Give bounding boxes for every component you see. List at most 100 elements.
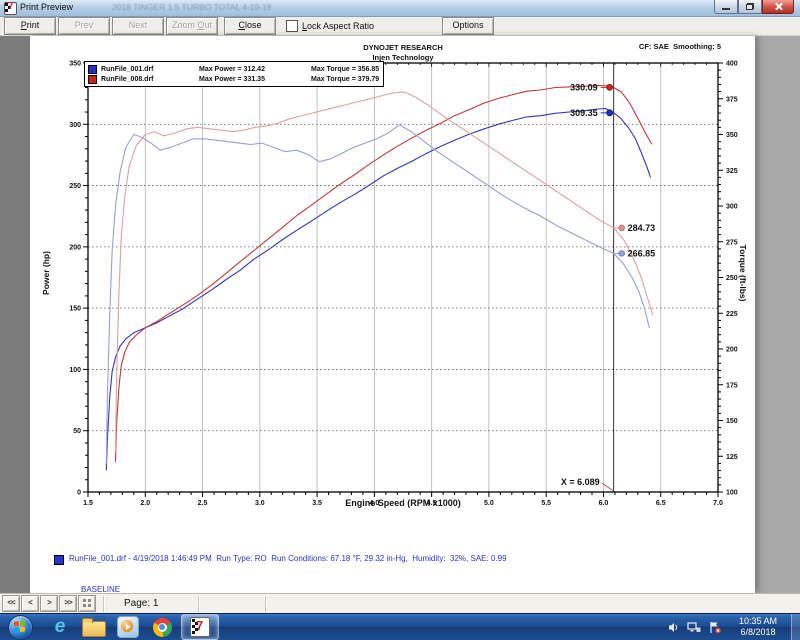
svg-text:250: 250: [726, 275, 738, 282]
first-page-button[interactable]: <<: [2, 595, 20, 612]
last-page-button[interactable]: >>: [59, 595, 77, 612]
svg-text:300: 300: [726, 204, 738, 211]
svg-text:6.5: 6.5: [656, 500, 666, 507]
taskbar-clock[interactable]: 10:35 AM 6/8/2018: [729, 616, 787, 638]
show-desktop-button[interactable]: [791, 613, 800, 640]
svg-text:284.73: 284.73: [628, 223, 656, 233]
svg-text:325: 325: [726, 168, 738, 175]
legend-file-2: RunFile_008.drf: [101, 75, 154, 83]
svg-text:300: 300: [69, 122, 81, 129]
legend-row-baseline: RunFile_001.drf Max Power = 312.42 Max T…: [88, 64, 380, 74]
page-layout-button[interactable]: [78, 595, 96, 612]
volume-icon[interactable]: [667, 621, 680, 634]
run1-label: BASELINE: [81, 585, 121, 594]
svg-text:5.5: 5.5: [541, 500, 551, 507]
svg-text:225: 225: [726, 311, 738, 318]
restore-icon: [746, 3, 754, 10]
legend-swatch-blue: [88, 64, 97, 74]
svg-text:200: 200: [69, 244, 81, 251]
network-icon[interactable]: [687, 621, 701, 634]
media-player-icon: [117, 616, 139, 638]
close-preview-button[interactable]: Close: [224, 17, 276, 35]
system-tray: 10:35 AM 6/8/2018: [667, 613, 800, 640]
restore-button[interactable]: [738, 0, 762, 14]
svg-text:0: 0: [77, 490, 81, 497]
minimize-button[interactable]: [714, 0, 738, 14]
close-icon: [774, 2, 783, 11]
prev-page-button[interactable]: Prev: [58, 17, 110, 35]
options-button[interactable]: Options: [442, 17, 495, 35]
preview-workspace: DYNOJET RESEARCH Injen Technology CF: SA…: [0, 36, 800, 624]
legend-power-2: Max Power = 331.35: [199, 75, 265, 83]
svg-text:100: 100: [726, 490, 738, 497]
statusbar-separator: [103, 595, 104, 612]
folder-icon: [82, 617, 106, 637]
statusbar: << < > >> Page: 1: [0, 593, 800, 613]
rpm-axis-label: Engine Speed (RPM x1000): [345, 498, 461, 508]
clock-time: 10:35 AM: [738, 616, 778, 626]
statusbar-separator: [265, 595, 267, 612]
dynojet-app-icon: 7: [4, 1, 17, 15]
svg-text:6.0: 6.0: [599, 500, 609, 507]
svg-text:400: 400: [726, 61, 738, 68]
print-button[interactable]: Print: [4, 17, 56, 35]
dyno-plot: 1.5 2.0 2.5 3.0 3.5 4.0 4.5 5.0 5.5 6.0 6.5 7.0 0 50 1…: [69, 61, 738, 508]
svg-text:3.5: 3.5: [312, 500, 322, 507]
run1-color-square: [54, 555, 64, 565]
close-window-button[interactable]: [762, 0, 794, 14]
svg-text:350: 350: [69, 61, 81, 68]
svg-text:275: 275: [726, 239, 738, 246]
svg-text:X = 6.089: X = 6.089: [561, 477, 600, 487]
taskbar-media-player[interactable]: [111, 614, 145, 640]
svg-text:7.0: 7.0: [713, 500, 723, 507]
clock-date: 6/8/2018: [740, 627, 776, 637]
background-window-title: 2018 TINGER 1.5 TURBO TOTAL 4-19-18: [112, 2, 272, 12]
svg-text:50: 50: [73, 428, 81, 435]
torque-axis-label: Torque (ft-lbs): [738, 244, 748, 302]
window-titlebar[interactable]: 7 Print Preview 2018 TINGER 1.5 TURBO TO…: [0, 0, 800, 17]
next-page-nav-button[interactable]: >: [40, 595, 58, 612]
dynojet-7-icon: 7: [190, 617, 210, 637]
svg-text:125: 125: [726, 454, 738, 461]
legend-torque-1: Max Torque = 356.85: [311, 65, 380, 73]
taskbar-file-explorer[interactable]: [77, 614, 111, 640]
start-button[interactable]: [8, 614, 33, 640]
taskbar-chrome[interactable]: [145, 614, 179, 640]
minimize-icon: [722, 7, 730, 10]
svg-text:5.0: 5.0: [484, 500, 494, 507]
internet-explorer-icon: e: [54, 616, 66, 637]
chart-subheader: Injen Technology: [372, 53, 434, 62]
svg-text:150: 150: [726, 418, 738, 425]
zoom-out-button[interactable]: Zoom Out: [166, 17, 218, 35]
svg-text:350: 350: [726, 132, 738, 139]
chrome-icon: [152, 617, 172, 637]
taskbar-internet-explorer[interactable]: e: [43, 614, 77, 640]
svg-text:2.0: 2.0: [140, 500, 150, 507]
svg-text:200: 200: [726, 347, 738, 354]
svg-text:1.5: 1.5: [83, 500, 93, 507]
run1-conditions: RunFile_001.drf - 4/19/2018 1:46:49 PM R…: [69, 554, 507, 563]
grid-icon: [83, 599, 91, 607]
windows-taskbar: e 7 10:35 AM 6/8/2018: [0, 613, 800, 640]
svg-text:309.35: 309.35: [570, 108, 598, 118]
svg-text:375: 375: [726, 96, 738, 103]
next-page-button[interactable]: Next: [112, 17, 164, 35]
taskbar-dynojet-active[interactable]: 7: [181, 614, 219, 640]
legend-power-1: Max Power = 312.42: [199, 65, 265, 73]
svg-text:2.5: 2.5: [198, 500, 208, 507]
chart-legend: RunFile_001.drf Max Power = 312.42 Max T…: [84, 61, 384, 87]
svg-text:150: 150: [69, 306, 81, 313]
action-center-flag-icon[interactable]: [708, 621, 722, 634]
smoothing-info: CF: SAE Smoothing: 5: [638, 42, 721, 51]
legend-swatch-red: [88, 74, 97, 84]
windows-flag-icon: [14, 620, 26, 633]
svg-text:175: 175: [726, 382, 738, 389]
lock-aspect-ratio-checkbox[interactable]: [286, 20, 298, 32]
page-indicator: Page: 1: [124, 598, 159, 609]
statusbar-separator: [198, 595, 200, 612]
window-title: Print Preview: [20, 2, 74, 12]
chart-header: DYNOJET RESEARCH: [363, 43, 443, 52]
prev-page-nav-button[interactable]: <: [21, 595, 39, 612]
svg-text:3.0: 3.0: [255, 500, 265, 507]
